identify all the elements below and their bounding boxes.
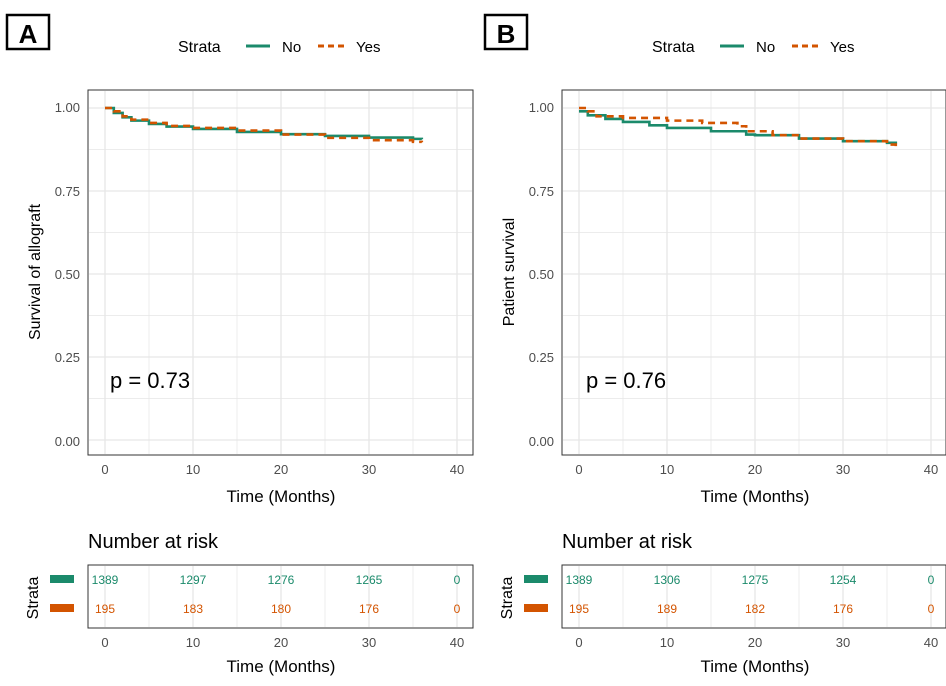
x-axis: 0 10 20 30 40 Time (Months) xyxy=(575,462,938,506)
survival-curve-no xyxy=(579,110,898,145)
panel-a: A Strata No Yes 1.00 0.75 0.50 0.25 0.00… xyxy=(5,13,474,676)
legend-title: Strata xyxy=(652,39,695,56)
risk-x-tick-label: 10 xyxy=(660,635,674,650)
risk-table: Number at risk Strata 1389 1297 1276 126… xyxy=(25,531,474,676)
risk-count-yes: 176 xyxy=(833,602,853,616)
grid xyxy=(89,91,472,454)
x-axis-title: Time (Months) xyxy=(701,487,810,506)
legend-title: Strata xyxy=(178,39,221,56)
risk-x-tick-label: 40 xyxy=(924,635,938,650)
y-tick-label: 0.25 xyxy=(55,350,80,365)
risk-count-yes: 182 xyxy=(745,602,765,616)
p-value-annotation: p = 0.76 xyxy=(586,368,666,393)
x-axis-title: Time (Months) xyxy=(227,487,336,506)
y-tick-label: 0.00 xyxy=(55,434,80,449)
risk-table: Number at risk Strata 1389 1306 1275 125… xyxy=(499,531,946,676)
risk-table-grid xyxy=(578,566,932,627)
panel-label-box xyxy=(483,13,529,51)
x-axis: 0 10 20 30 40 Time (Months) xyxy=(101,462,464,506)
legend: Strata No Yes xyxy=(178,39,380,56)
risk-x-tick-label: 30 xyxy=(362,635,376,650)
risk-table-title: Number at risk xyxy=(562,531,693,553)
strata-key-yes xyxy=(50,604,74,612)
y-axis: 1.00 0.75 0.50 0.25 0.00 Survival of all… xyxy=(27,100,80,449)
risk-count-no: 0 xyxy=(928,573,935,587)
x-tick-label: 30 xyxy=(836,462,850,477)
survival-curve-yes xyxy=(579,106,898,147)
risk-count-no: 1389 xyxy=(566,573,593,587)
risk-count-yes: 0 xyxy=(454,602,461,616)
risk-count-no: 0 xyxy=(454,573,461,587)
risk-x-axis-title: Time (Months) xyxy=(701,657,810,676)
risk-table-grid xyxy=(104,566,458,627)
strata-key-no xyxy=(524,575,548,583)
p-value-annotation: p = 0.73 xyxy=(110,368,190,393)
risk-x-tick-label: 10 xyxy=(186,635,200,650)
x-tick-label: 20 xyxy=(274,462,288,477)
panel-label: B xyxy=(497,19,516,49)
strata-key-yes xyxy=(524,604,548,612)
risk-count-yes: 176 xyxy=(359,602,379,616)
y-tick-label: 0.50 xyxy=(529,267,554,282)
survival-curve-yes xyxy=(105,106,424,144)
risk-count-yes: 195 xyxy=(569,602,589,616)
risk-count-no: 1276 xyxy=(268,573,295,587)
risk-table-strata-label: Strata xyxy=(25,577,42,620)
risk-x-tick-label: 20 xyxy=(274,635,288,650)
risk-count-no: 1306 xyxy=(654,573,681,587)
legend: Strata No Yes xyxy=(652,39,854,56)
risk-count-no: 1275 xyxy=(742,573,769,587)
risk-table-frame xyxy=(561,564,946,629)
risk-x-tick-label: 0 xyxy=(575,635,582,650)
grid xyxy=(563,91,945,454)
panel-label: A xyxy=(19,19,38,49)
x-tick-label: 10 xyxy=(186,462,200,477)
survival-curves xyxy=(105,106,424,144)
x-tick-label: 0 xyxy=(575,462,582,477)
x-tick-label: 10 xyxy=(660,462,674,477)
y-tick-label: 1.00 xyxy=(55,100,80,115)
strata-key-no xyxy=(50,575,74,583)
y-tick-label: 0.50 xyxy=(55,267,80,282)
legend-label-no: No xyxy=(756,39,775,56)
y-axis-title: Patient survival xyxy=(501,218,518,327)
y-tick-label: 0.75 xyxy=(529,184,554,199)
risk-count-yes: 180 xyxy=(271,602,291,616)
risk-count-yes: 195 xyxy=(95,602,115,616)
x-tick-label: 20 xyxy=(748,462,762,477)
risk-x-tick-label: 40 xyxy=(450,635,464,650)
y-tick-label: 1.00 xyxy=(529,100,554,115)
risk-x-tick-label: 20 xyxy=(748,635,762,650)
risk-count-no: 1297 xyxy=(180,573,207,587)
y-tick-label: 0.25 xyxy=(529,350,554,365)
risk-table-title: Number at risk xyxy=(88,531,219,553)
legend-label-yes: Yes xyxy=(830,39,854,56)
legend-label-no: No xyxy=(282,39,301,56)
risk-count-yes: 0 xyxy=(928,602,935,616)
risk-x-tick-label: 30 xyxy=(836,635,850,650)
y-axis: 1.00 0.75 0.50 0.25 0.00 Patient surviva… xyxy=(501,100,554,449)
risk-count-yes: 189 xyxy=(657,602,677,616)
y-tick-label: 0.00 xyxy=(529,434,554,449)
x-tick-label: 30 xyxy=(362,462,376,477)
y-axis-title: Survival of allograft xyxy=(27,203,44,340)
risk-count-yes: 183 xyxy=(183,602,203,616)
panel-b: B Strata No Yes 1.00 0.75 0.50 0.25 0.00… xyxy=(483,13,946,676)
x-tick-label: 0 xyxy=(101,462,108,477)
risk-count-no: 1389 xyxy=(92,573,119,587)
y-tick-label: 0.75 xyxy=(55,184,80,199)
survival-curves xyxy=(579,106,898,147)
risk-x-tick-label: 0 xyxy=(101,635,108,650)
plot-frame xyxy=(561,89,946,456)
legend-label-yes: Yes xyxy=(356,39,380,56)
risk-table-strata-label: Strata xyxy=(499,577,516,620)
risk-x-axis-title: Time (Months) xyxy=(227,657,336,676)
x-tick-label: 40 xyxy=(924,462,938,477)
risk-count-no: 1265 xyxy=(356,573,383,587)
panel-label-box xyxy=(5,13,51,51)
risk-count-no: 1254 xyxy=(830,573,857,587)
x-tick-label: 40 xyxy=(450,462,464,477)
